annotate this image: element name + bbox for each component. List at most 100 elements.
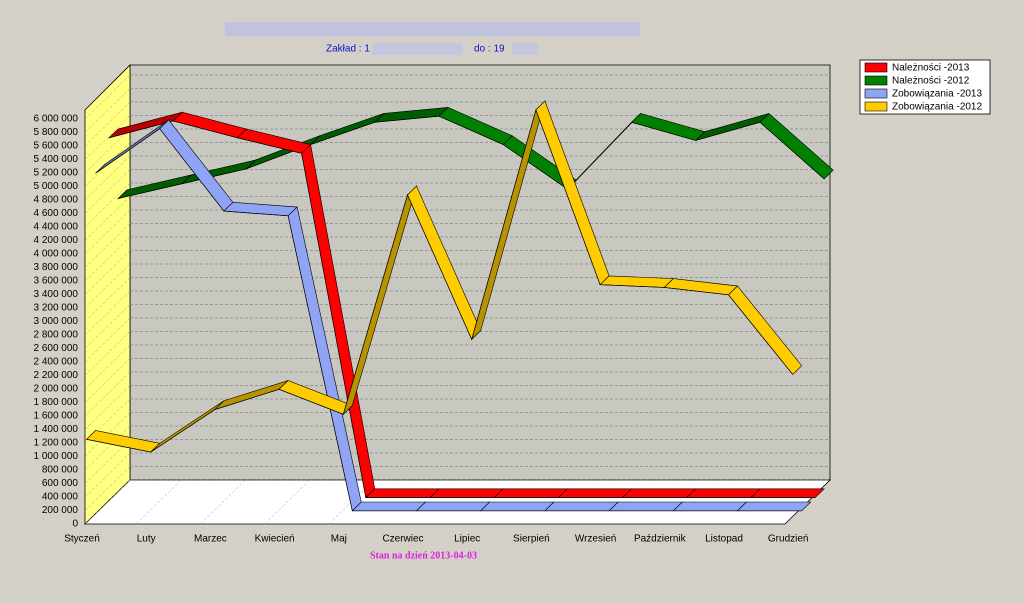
x-tick-label: Wrzesień (575, 534, 617, 545)
y-tick-label: 2 400 000 (34, 357, 79, 368)
y-tick-label: 4 800 000 (34, 195, 79, 206)
y-tick-label: 3 600 000 (34, 276, 79, 287)
x-tick-label: Październik (634, 534, 687, 545)
side-grid-line (84, 250, 131, 295)
side-grid-line (84, 128, 131, 174)
x-tick-label: Maj (331, 534, 347, 545)
y-tick-label: 1 800 000 (34, 397, 79, 408)
subtitle-left: Zakład : 1 (326, 44, 370, 55)
y-tick-label: 1 000 000 (34, 451, 79, 462)
side-grid-line (84, 344, 131, 390)
y-tick-label: 2 000 000 (34, 384, 79, 395)
side-grid-line (84, 209, 131, 255)
y-tick-label: 4 000 000 (34, 249, 79, 260)
legend-label: Należności -2012 (892, 76, 970, 87)
side-grid-line (84, 466, 131, 511)
side-grid-line (84, 155, 131, 201)
side-grid-line (84, 439, 131, 484)
ribbon-face (429, 488, 504, 498)
side-grid-line (84, 371, 131, 417)
y-tick-label: 4 600 000 (34, 208, 79, 219)
series-line (86, 108, 793, 453)
ribbon-face (686, 488, 761, 498)
side-grid-line (84, 88, 131, 133)
y-tick-label: 3 800 000 (34, 262, 79, 273)
x-tick-label: Lipiec (454, 534, 480, 545)
side-grid-line (84, 425, 131, 471)
side-grid-line (84, 182, 131, 228)
side-grid-line (84, 452, 131, 498)
ribbon-face (415, 501, 491, 512)
y-tick-label: 5 200 000 (34, 168, 79, 179)
y-tick-label: 3 200 000 (34, 303, 79, 314)
y-tick-label: 400 000 (42, 492, 79, 503)
y-tick-label: 1 400 000 (34, 424, 79, 435)
side-grid-line (84, 385, 131, 430)
ribbon-face (351, 501, 427, 512)
series-line (108, 120, 816, 498)
side-grid-line (84, 263, 131, 309)
legend-swatch (864, 62, 888, 73)
x-tick-label: Grudzień (768, 534, 809, 545)
blurred-text (512, 43, 538, 55)
ribbon-face (365, 488, 440, 498)
footer: Stan na dzień 2013-04-03 (370, 550, 477, 561)
ribbon-face (672, 501, 748, 512)
x-tick-label: Kwiecień (255, 534, 295, 545)
y-tick-label: 600 000 (42, 478, 79, 489)
y-tick-label: 1 200 000 (34, 438, 79, 449)
legend-swatch (864, 88, 888, 99)
blurred-text (372, 43, 462, 55)
x-tick-label: Czerwiec (382, 534, 423, 545)
ribbon-face (493, 488, 569, 498)
side-grid-line (84, 479, 131, 525)
x-tick-label: Sierpień (513, 534, 550, 545)
blurred-title (225, 22, 640, 36)
side-grid-line (84, 304, 131, 349)
y-tick-label: 5 400 000 (34, 154, 79, 165)
y-tick-label: 2 600 000 (34, 343, 79, 354)
floor-grid (264, 479, 310, 525)
side-grid-line (84, 101, 131, 147)
side-grid-line (84, 196, 131, 241)
legend-swatch (864, 75, 888, 86)
ribbon-face (608, 501, 684, 512)
ribbon-face (736, 501, 812, 512)
y-tick-label: 5 800 000 (34, 127, 79, 138)
legend-label: Zobowiązania -2013 (892, 89, 982, 100)
y-tick-label: 2 800 000 (34, 330, 79, 341)
series-line (117, 115, 825, 199)
y-tick-label: 4 200 000 (34, 235, 79, 246)
side-grid-line (84, 223, 131, 268)
side-grid-line (84, 290, 131, 336)
ribbon-face (750, 488, 825, 498)
side-grid-line (84, 358, 131, 403)
y-tick-label: 3 000 000 (34, 316, 79, 327)
y-tick-label: 200 000 (42, 505, 79, 516)
ribbon-face (544, 501, 619, 512)
side-grid-line (84, 115, 131, 160)
legend-swatch (864, 101, 888, 112)
legend-label: Zobowiązania -2012 (892, 102, 982, 113)
y-tick-label: 6 000 000 (34, 114, 79, 125)
side-grid-line (84, 236, 131, 282)
y-tick-label: 800 000 (42, 465, 79, 476)
ribbon-face (621, 488, 697, 498)
side-grid-line (84, 277, 131, 322)
floor-grid (200, 479, 246, 525)
y-tick-label: 3 400 000 (34, 289, 79, 300)
legend-label: Należności -2013 (892, 63, 970, 74)
x-tick-label: Listopad (705, 534, 743, 545)
side-grid-line (84, 74, 131, 120)
x-tick-label: Styczeń (64, 534, 100, 545)
y-tick-label: 5 000 000 (34, 181, 79, 192)
x-tick-label: Marzec (194, 534, 227, 545)
ribbon-face (479, 501, 555, 512)
side-grid-line (84, 169, 131, 214)
y-tick-label: 5 600 000 (34, 141, 79, 152)
ribbon-face (557, 488, 633, 498)
floor-grid (136, 479, 182, 525)
y-tick-label: 1 600 000 (34, 411, 79, 422)
y-tick-label: 0 (72, 519, 78, 530)
y-tick-label: 2 200 000 (34, 370, 79, 381)
